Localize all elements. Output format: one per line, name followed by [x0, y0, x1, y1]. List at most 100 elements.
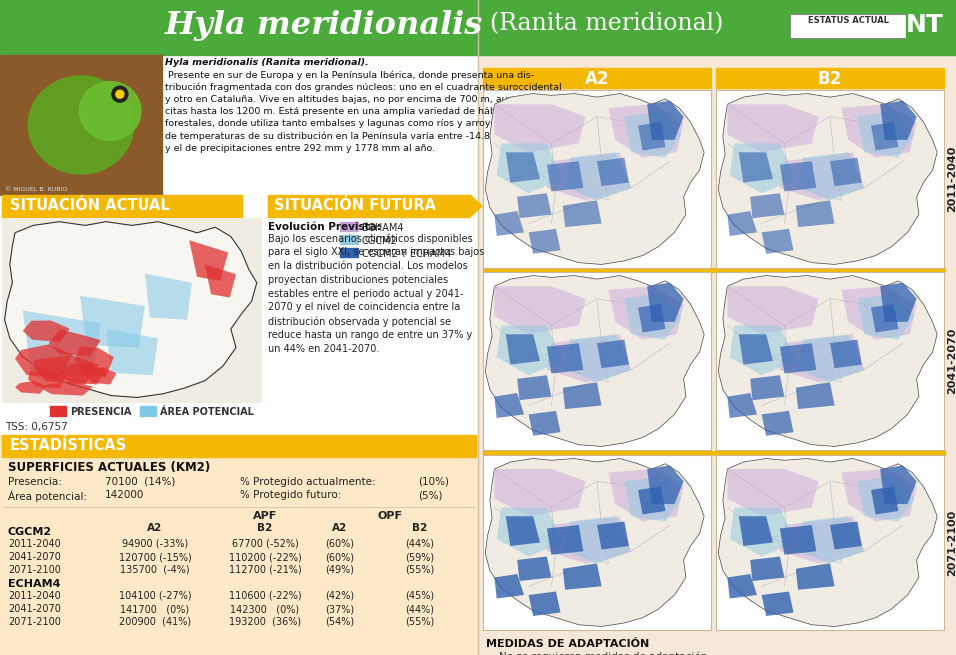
Text: (10%): (10%) — [418, 477, 449, 487]
Polygon shape — [780, 161, 816, 191]
Polygon shape — [830, 521, 862, 550]
Polygon shape — [563, 383, 601, 409]
Text: OPF: OPF — [378, 511, 402, 521]
Bar — [716, 90, 944, 268]
Polygon shape — [497, 143, 563, 193]
Bar — [340, 248, 358, 257]
Polygon shape — [780, 334, 864, 383]
Polygon shape — [494, 104, 586, 153]
Text: 94900 (-33%): 94900 (-33%) — [121, 539, 188, 549]
Polygon shape — [858, 111, 914, 158]
Text: 120700 (-15%): 120700 (-15%) — [119, 552, 191, 562]
Text: (37%): (37%) — [325, 604, 355, 614]
Text: Bajo los escenarios climáticos disponibles
para el siglo XXI, se esperan impacto: Bajo los escenarios climáticos disponibl… — [268, 233, 485, 354]
Polygon shape — [506, 516, 540, 546]
Polygon shape — [739, 516, 773, 546]
Polygon shape — [728, 286, 818, 334]
Polygon shape — [470, 195, 482, 217]
Bar — [340, 222, 358, 231]
Text: 2071-2100: 2071-2100 — [8, 617, 61, 627]
Polygon shape — [858, 293, 914, 340]
Polygon shape — [23, 310, 100, 375]
Polygon shape — [106, 329, 158, 375]
Polygon shape — [494, 286, 586, 334]
Text: 193200  (36%): 193200 (36%) — [228, 617, 301, 627]
Polygon shape — [638, 304, 665, 333]
Text: © MIGUEL B. RUBIO: © MIGUEL B. RUBIO — [5, 187, 67, 192]
Polygon shape — [739, 334, 773, 365]
Polygon shape — [486, 458, 705, 626]
Polygon shape — [798, 516, 864, 563]
Text: (59%): (59%) — [405, 552, 435, 562]
Text: (44%): (44%) — [405, 539, 434, 549]
Bar — [483, 451, 945, 455]
Polygon shape — [547, 161, 583, 191]
Polygon shape — [750, 193, 785, 218]
Text: (42%): (42%) — [325, 591, 355, 601]
Text: (55%): (55%) — [405, 617, 435, 627]
Polygon shape — [841, 286, 917, 340]
Text: APF: APF — [253, 511, 277, 521]
Polygon shape — [871, 487, 899, 514]
Text: 110200 (-22%): 110200 (-22%) — [228, 552, 301, 562]
Polygon shape — [547, 334, 631, 383]
Polygon shape — [28, 371, 67, 388]
Polygon shape — [547, 343, 583, 373]
Circle shape — [112, 86, 128, 102]
Text: 2071-2100: 2071-2100 — [8, 565, 61, 575]
Polygon shape — [795, 200, 835, 227]
Bar — [0, 55, 478, 655]
Text: 104100 (-27%): 104100 (-27%) — [119, 591, 191, 601]
Text: (60%): (60%) — [325, 552, 355, 562]
Text: B2: B2 — [412, 523, 427, 533]
Polygon shape — [728, 104, 818, 153]
Text: 70100  (14%): 70100 (14%) — [105, 477, 175, 487]
Text: A2: A2 — [585, 70, 609, 88]
Polygon shape — [729, 508, 795, 557]
Polygon shape — [798, 153, 864, 200]
Polygon shape — [529, 229, 560, 253]
Polygon shape — [729, 326, 795, 375]
Polygon shape — [497, 326, 563, 375]
Text: 2011-2040: 2011-2040 — [8, 591, 61, 601]
Polygon shape — [494, 211, 524, 236]
Polygon shape — [506, 334, 540, 365]
Text: % Protegido actualmente:: % Protegido actualmente: — [240, 477, 376, 487]
Polygon shape — [494, 393, 524, 418]
Text: (54%): (54%) — [325, 617, 355, 627]
Polygon shape — [41, 381, 93, 396]
Bar — [50, 406, 66, 416]
Text: - No se requieren medidas de adaptación.: - No se requieren medidas de adaptación. — [492, 651, 710, 655]
Polygon shape — [880, 466, 917, 504]
Text: 2011-2040: 2011-2040 — [947, 146, 956, 212]
Polygon shape — [762, 229, 793, 253]
Text: Presente en sur de Europa y en la Península Ibérica, donde presenta una dis-
tri: Presente en sur de Europa y en la Peníns… — [165, 70, 561, 153]
Bar — [716, 455, 944, 630]
Text: 112700 (-21%): 112700 (-21%) — [228, 565, 301, 575]
Text: ECHAM4: ECHAM4 — [362, 223, 403, 233]
Text: Área potencial:: Área potencial: — [8, 490, 87, 502]
Bar — [483, 272, 711, 450]
Polygon shape — [15, 345, 73, 379]
Polygon shape — [486, 276, 705, 447]
Polygon shape — [145, 274, 192, 320]
Polygon shape — [798, 334, 864, 383]
Polygon shape — [780, 153, 864, 200]
Polygon shape — [718, 458, 937, 626]
Bar — [908, 14, 930, 38]
Polygon shape — [647, 101, 684, 140]
Polygon shape — [739, 153, 773, 183]
Polygon shape — [647, 283, 684, 322]
Text: 67700 (-52%): 67700 (-52%) — [231, 539, 298, 549]
Polygon shape — [780, 343, 816, 373]
Polygon shape — [780, 525, 816, 555]
Polygon shape — [750, 375, 785, 400]
Bar — [716, 272, 944, 450]
Polygon shape — [728, 574, 757, 599]
Polygon shape — [517, 375, 552, 400]
Text: 2071-2100: 2071-2100 — [947, 510, 956, 576]
Polygon shape — [529, 591, 560, 616]
Text: 200900  (41%): 200900 (41%) — [119, 617, 191, 627]
Bar — [483, 268, 945, 272]
Polygon shape — [597, 340, 629, 368]
